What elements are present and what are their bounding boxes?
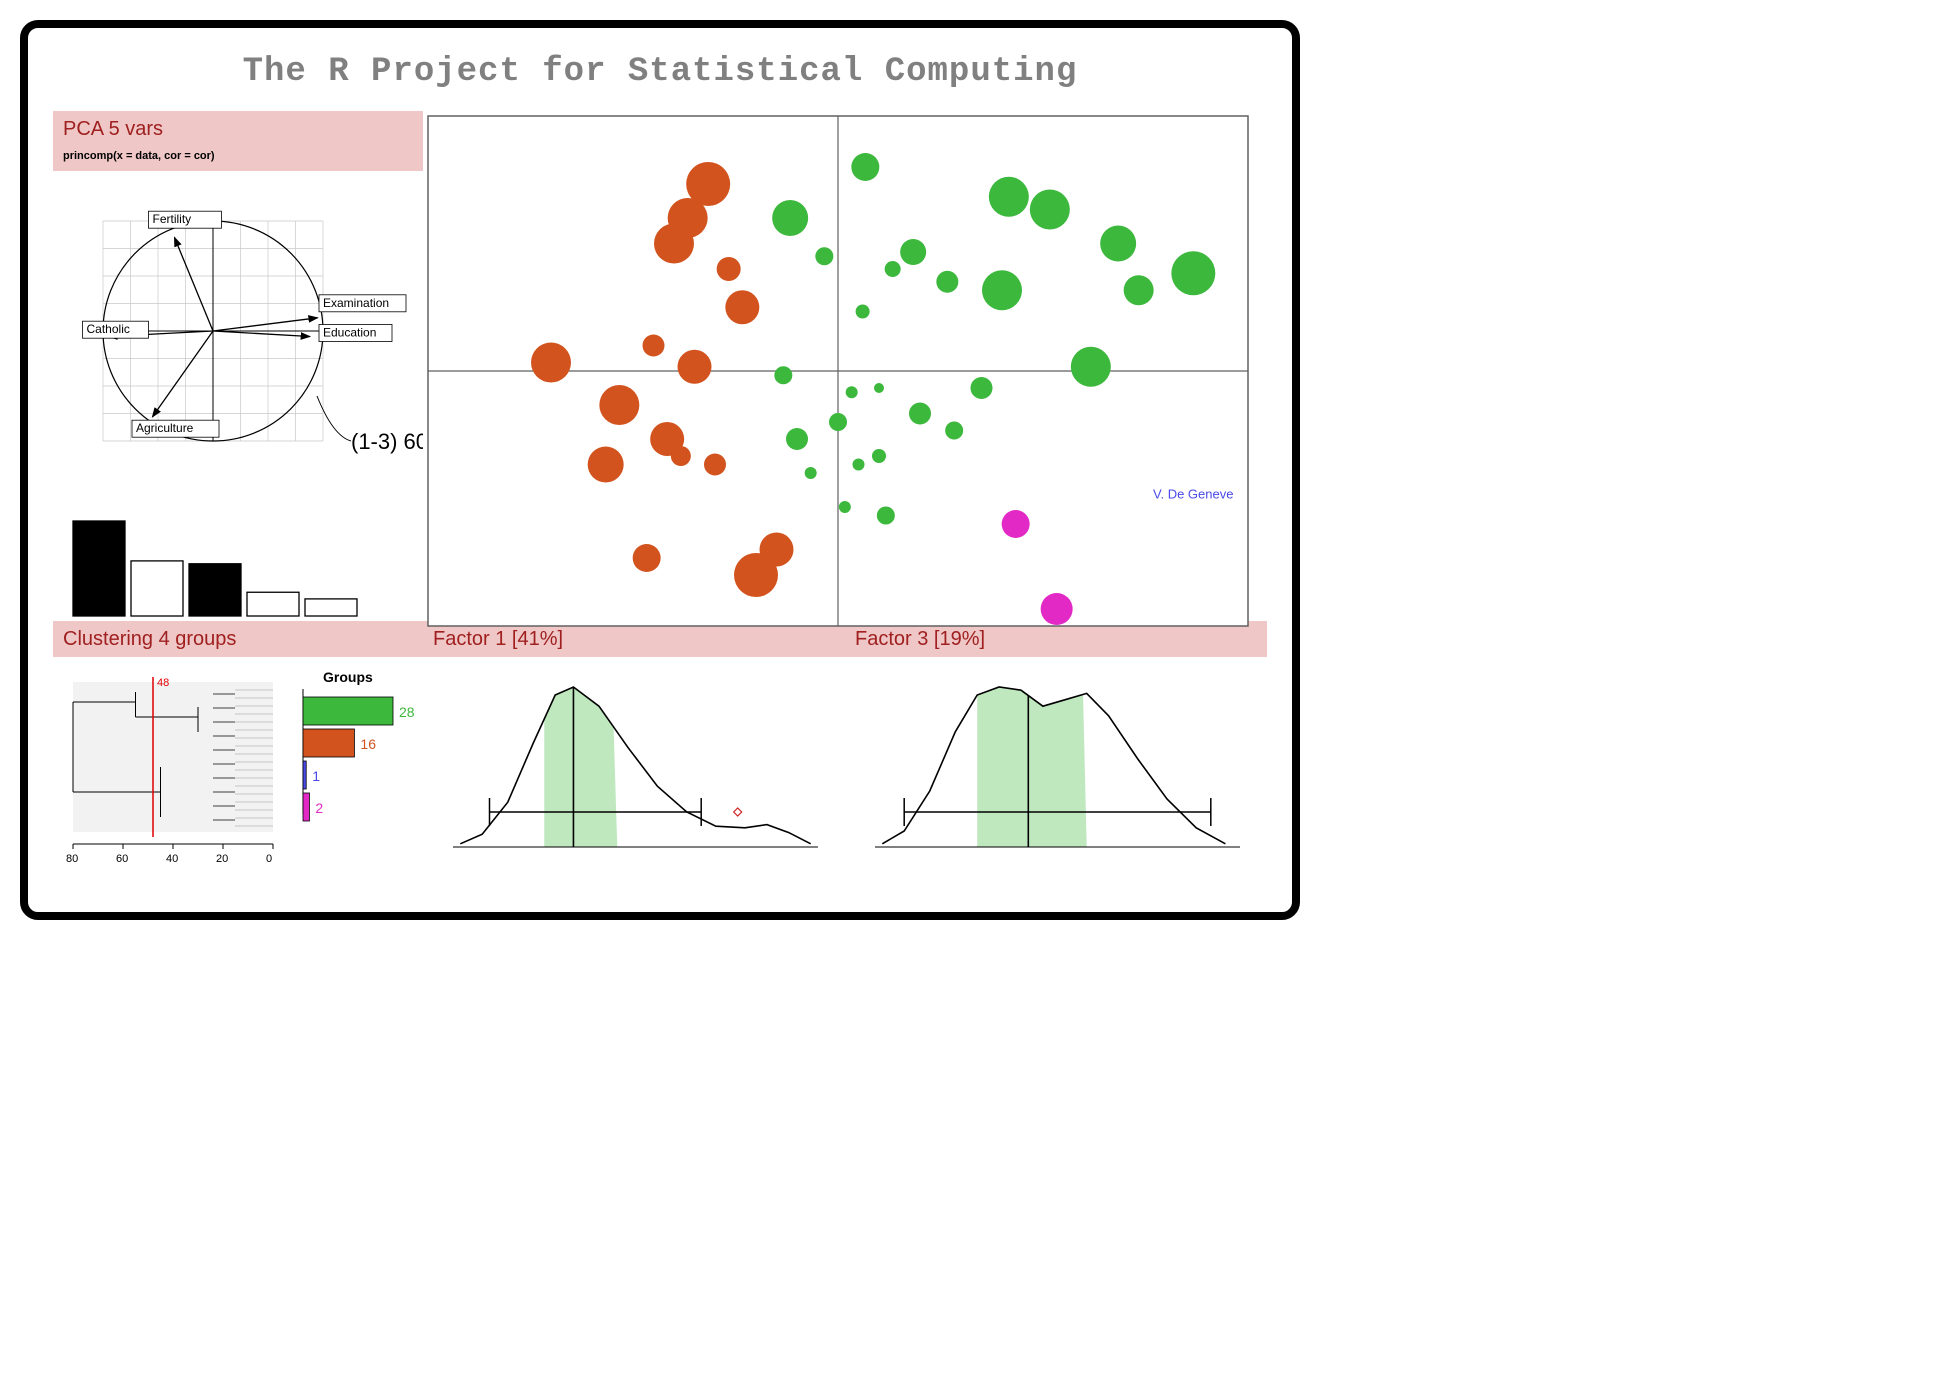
cluster-header-text: Clustering 4 groups: [63, 628, 236, 650]
svg-text:Agriculture: Agriculture: [136, 421, 194, 435]
scatter-plot: V. De Geneve: [423, 111, 1253, 631]
pca-biplot: Fertility Catholic Examination Education Agr…: [53, 171, 423, 631]
svg-text:V. De Geneve: V. De Geneve: [1153, 487, 1233, 502]
svg-text:40: 40: [166, 853, 178, 865]
cluster-panel: Clustering 4 groups 48 80 60 40 20 0 Groups 28 1…: [53, 621, 423, 877]
factor3-density: [845, 657, 1260, 877]
svg-text:0: 0: [266, 853, 272, 865]
svg-text:Examination: Examination: [323, 296, 389, 310]
svg-text:2: 2: [315, 800, 323, 816]
layout-grid: PCA 5 vars princomp(x = data, cor = cor)…: [53, 111, 1267, 631]
svg-text:48: 48: [157, 677, 169, 689]
svg-text:80: 80: [66, 853, 78, 865]
svg-text:28: 28: [399, 704, 415, 720]
factor3-header-text: Factor 3 [19%]: [855, 628, 985, 650]
main-title: The R Project for Statistical Computing: [53, 53, 1267, 91]
cluster-plots: 48 80 60 40 20 0 Groups 28 16 1 2: [53, 657, 423, 877]
svg-text:Fertility: Fertility: [153, 212, 192, 226]
svg-text:20: 20: [216, 853, 228, 865]
factor1-panel: Factor 1 [41%]: [423, 621, 845, 877]
cluster-header: Clustering 4 groups: [53, 621, 423, 657]
pca-call: princomp(x = data, cor = cor): [63, 150, 215, 162]
pca-header-text: PCA 5 vars: [63, 118, 163, 140]
bottom-row: Clustering 4 groups 48 80 60 40 20 0 Groups 28 1…: [53, 621, 1267, 877]
svg-text:60: 60: [116, 853, 128, 865]
pca-panel: PCA 5 vars princomp(x = data, cor = cor)…: [53, 111, 423, 631]
factor3-panel: Factor 3 [19%]: [845, 621, 1267, 877]
scatter-panel: V. De Geneve: [423, 111, 1267, 631]
svg-text:Catholic: Catholic: [87, 322, 130, 336]
factor1-density: [423, 657, 838, 877]
factor1-header-text: Factor 1 [41%]: [433, 628, 563, 650]
pca-header: PCA 5 vars princomp(x = data, cor = cor): [53, 111, 423, 171]
svg-text:(1-3) 60%: (1-3) 60%: [351, 429, 423, 454]
svg-text:Groups: Groups: [323, 669, 373, 685]
svg-text:Education: Education: [323, 326, 376, 340]
svg-text:16: 16: [360, 736, 376, 752]
poster-frame: The R Project for Statistical Computing …: [20, 20, 1300, 920]
svg-text:1: 1: [312, 768, 320, 784]
